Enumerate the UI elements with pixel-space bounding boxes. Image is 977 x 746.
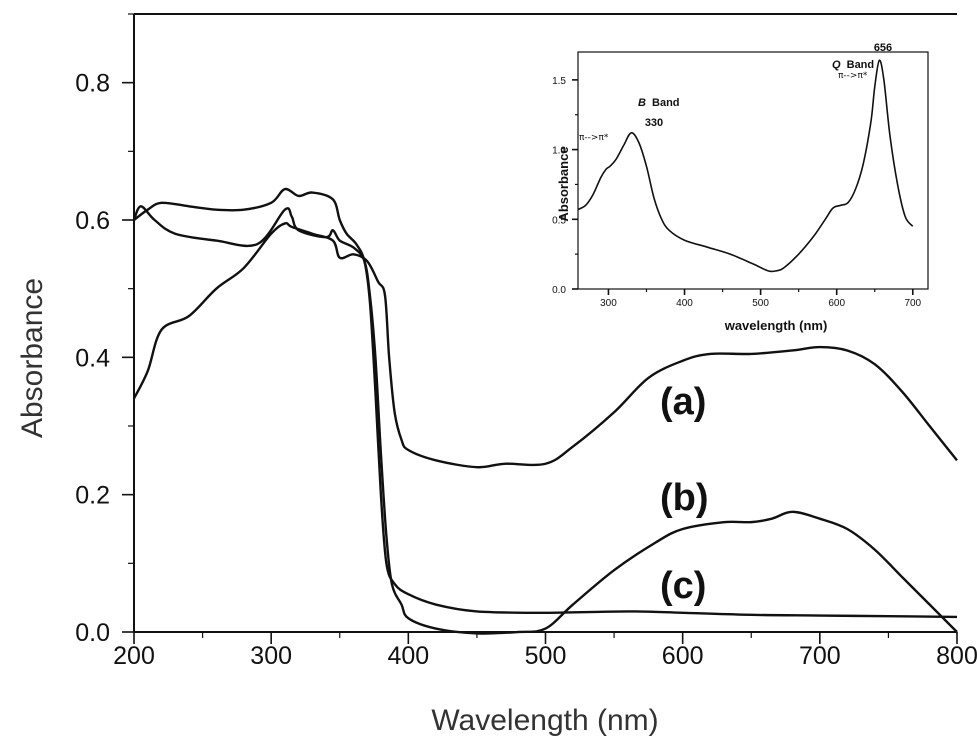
inset-x-tick-label: 600 <box>828 298 845 309</box>
q-band-word: Band <box>847 59 875 71</box>
main-y-tick-label: 0.6 <box>75 207 110 235</box>
b-band-label: B Band <box>638 97 680 109</box>
main-y-tick-label: 0.0 <box>75 619 110 647</box>
inset-frame <box>577 51 929 290</box>
inset-x-tick-label: 300 <box>600 298 617 309</box>
main-series-line-0 <box>132 221 958 469</box>
x-axis-title: Wavelength (nm) <box>431 704 658 737</box>
inset-y-tick-label: 1.5 <box>552 76 566 87</box>
series-label-a: (a) <box>660 381 706 423</box>
inset-ticks: 300 400 500 600 700 0.0 0.5 1.0 1.5 <box>552 76 921 309</box>
b-transition-label: π-->π* <box>579 133 609 143</box>
inset-y-tick-label: 1.0 <box>552 146 566 157</box>
inset-x-axis-title: wavelength (nm) <box>724 318 828 333</box>
main-y-tick-label: 0.8 <box>75 70 110 98</box>
b-band-word: Band <box>652 97 680 109</box>
inset-x-tick-label: 500 <box>752 298 769 309</box>
q-peak-label: 656 <box>874 42 892 54</box>
inset-y-tick-label: 0.5 <box>552 215 566 226</box>
b-band-annotation: B Band 330 π-->π* <box>579 97 680 143</box>
q-band-annotation: Q Band 656 π-->π* <box>832 42 892 81</box>
inset-series-line-0 <box>577 59 914 273</box>
b-peak-label: 330 <box>645 117 663 129</box>
q-band-letter: Q <box>832 59 841 71</box>
main-ticks: 200 300 400 500 600 700 800 0.0 0.2 0.4 0.6 0.8 <box>75 13 977 670</box>
q-band-label: Q Band <box>832 59 874 71</box>
inset-x-tick-label: 700 <box>904 298 921 309</box>
main-y-tick-label: 0.2 <box>75 482 110 510</box>
q-transition-label: π-->π* <box>838 71 868 81</box>
inset-x-tick-label: 400 <box>676 298 693 309</box>
main-x-tick-label: 800 <box>936 642 977 670</box>
main-y-tick-label: 0.4 <box>75 344 110 372</box>
series-label-c: (c) <box>660 565 706 607</box>
main-plot: 200 300 400 500 600 700 800 0.0 0.2 0.4 0.6 0.8 Wav… <box>16 13 977 737</box>
main-series <box>132 187 958 635</box>
main-x-tick-label: 400 <box>387 642 429 670</box>
inset-y-tick-label: 0.0 <box>552 285 566 296</box>
series-label-b: (b) <box>660 477 709 519</box>
inset-plot: 300 400 500 600 700 0.0 0.5 1.0 1.5 wavelength (… <box>552 42 929 333</box>
main-x-tick-label: 600 <box>662 642 704 670</box>
main-x-tick-label: 300 <box>250 642 292 670</box>
main-x-tick-label: 700 <box>799 642 841 670</box>
main-x-tick-label: 500 <box>525 642 567 670</box>
main-series-line-1 <box>132 205 958 635</box>
main-series-line-2 <box>133 187 958 619</box>
inset-y-axis-title: Absorbance <box>556 146 571 221</box>
y-axis-title: Absorbance <box>16 278 49 438</box>
inset-series <box>577 59 914 273</box>
main-x-tick-label: 200 <box>113 642 155 670</box>
b-band-letter: B <box>638 97 646 109</box>
